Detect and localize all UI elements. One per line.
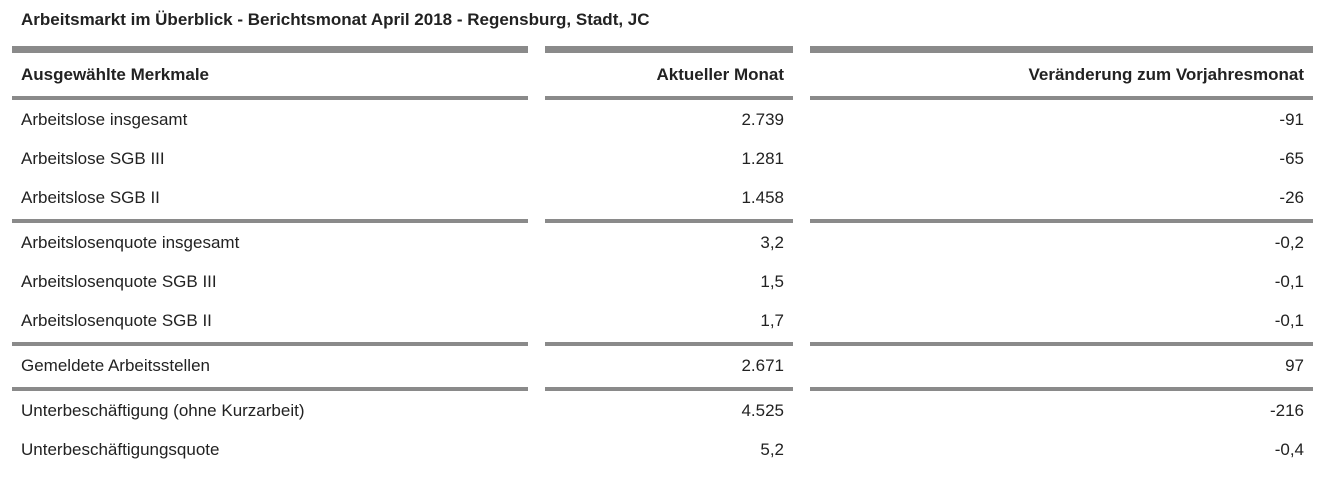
rule [810, 45, 1313, 53]
cell-value: -216 [1269, 401, 1304, 420]
cell-value: 1,7 [760, 311, 784, 330]
row-label: Arbeitslose SGB III [21, 149, 165, 168]
cell-value: 2.671 [741, 356, 784, 375]
cell-value: -0,2 [1274, 233, 1304, 252]
cell-value: -0,1 [1274, 311, 1304, 330]
rule [545, 96, 793, 100]
rule [545, 342, 793, 346]
rule [12, 96, 528, 100]
rule [810, 219, 1313, 223]
rule [545, 387, 793, 391]
rule [12, 387, 528, 391]
cell-value: 1.281 [741, 149, 784, 168]
cell-value: 1.458 [741, 188, 784, 207]
row-label: Arbeitslose insgesamt [21, 110, 188, 129]
cell-value: 1,5 [760, 272, 784, 291]
row-label: Arbeitslosenquote SGB III [21, 272, 217, 291]
rule [12, 45, 528, 53]
cell-value: -0,1 [1274, 272, 1304, 291]
cell-value: 5,2 [760, 440, 784, 459]
column-header: Veränderung zum Vorjahresmonat [1028, 65, 1304, 84]
cell-value: 3,2 [760, 233, 784, 252]
rule [545, 219, 793, 223]
cell-value: 97 [1285, 356, 1304, 375]
column-header: Ausgewählte Merkmale [21, 65, 210, 84]
row-label: Arbeitslosenquote insgesamt [21, 233, 240, 252]
cell-value: -0,4 [1274, 440, 1304, 459]
rule [12, 219, 528, 223]
cell-value: -26 [1279, 188, 1304, 207]
cell-value: 2.739 [741, 110, 784, 129]
row-label: Unterbeschäftigung (ohne Kurzarbeit) [21, 401, 305, 420]
row-label: Unterbeschäftigungsquote [21, 440, 220, 459]
rule [810, 387, 1313, 391]
rule [810, 342, 1313, 346]
row-label: Arbeitslosenquote SGB II [21, 311, 212, 330]
rule [545, 45, 793, 53]
title: Arbeitsmarkt im Überblick - Berichtsmona… [21, 10, 650, 29]
cell-value: -65 [1279, 149, 1304, 168]
cell-value: 4.525 [741, 401, 784, 420]
rule [12, 342, 528, 346]
rule [810, 96, 1313, 100]
cell-value: -91 [1279, 110, 1304, 129]
row-label: Arbeitslose SGB II [21, 188, 160, 207]
column-header: Aktueller Monat [656, 65, 784, 84]
row-label: Gemeldete Arbeitsstellen [21, 356, 210, 375]
